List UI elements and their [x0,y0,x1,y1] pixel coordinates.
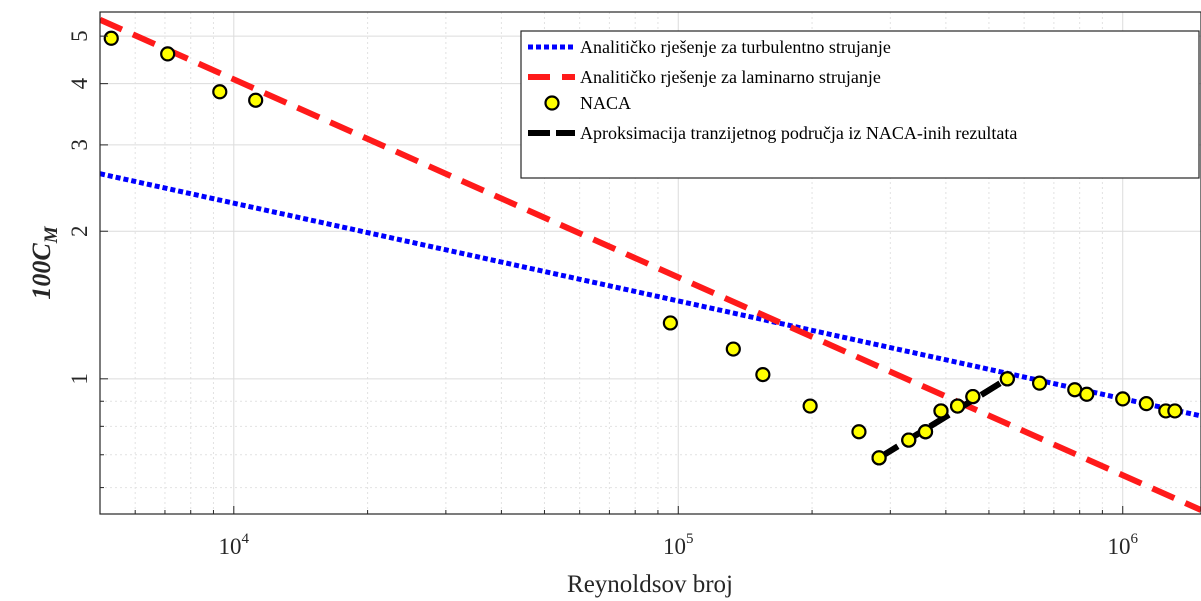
x-tick-label-base: 10 [1107,534,1130,559]
naca-point [161,47,174,60]
naca-point [902,434,915,447]
naca-point [1116,392,1129,405]
legend-label-3: Aproksimacija tranzijetnog područja iz N… [580,123,1017,143]
legend-label-1: Analitičko rješenje za laminarno strujan… [580,67,881,87]
y-tick-label: 3 [67,139,92,151]
naca-point [1168,404,1181,417]
naca-point [873,451,886,464]
naca-point [804,400,817,413]
naca-point [249,94,262,107]
y-axis-title-main: 100C [27,243,56,300]
y-tick-label: 1 [67,373,92,385]
x-tick-label-exponent: 6 [1130,531,1138,547]
x-tick-label: 106 [1107,531,1138,559]
legend: Analitičko rješenje za turbulentno struj… [521,31,1199,178]
naca-point [213,85,226,98]
legend-marker-2 [546,97,559,110]
x-tick-label: 104 [219,531,250,559]
naca-point [1033,377,1046,390]
x-axis-title: Reynoldsov broj [567,571,733,598]
x-tick-label-exponent: 5 [686,531,694,547]
naca-point [852,425,865,438]
naca-point [1080,388,1093,401]
y-axis-title: 100CM [27,225,62,299]
legend-label-0: Analitičko rješenje za turbulentno struj… [580,37,891,57]
legend-label-2: NACA [580,93,631,113]
naca-point [951,400,964,413]
naca-point [1001,372,1014,385]
x-tick-label-base: 10 [219,534,242,559]
naca-point [966,390,979,403]
naca-point [919,425,932,438]
naca-point [756,368,769,381]
naca-point [664,316,677,329]
x-tick-label: 105 [663,531,694,559]
x-tick-label-exponent: 4 [242,531,250,547]
y-tick-label: 2 [67,225,92,237]
y-axis-title-sub: M [41,225,62,244]
y-tick-label: 5 [67,30,92,42]
y-tick-label: 4 [67,77,92,89]
naca-point [934,404,947,417]
naca-point [1140,397,1153,410]
x-tick-label-base: 10 [663,534,686,559]
naca-point [727,343,740,356]
naca-point [105,32,118,45]
